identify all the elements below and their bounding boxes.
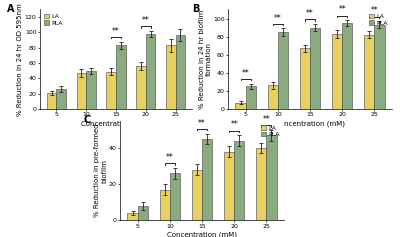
Bar [56,89,66,109]
Text: **: ** [274,14,282,23]
Bar [47,93,56,109]
Text: **: ** [142,16,150,25]
Bar [170,173,180,220]
Bar [192,170,202,220]
Bar [77,73,86,109]
Bar [300,48,310,109]
Bar [224,152,234,220]
Bar [86,71,96,109]
Text: A: A [6,4,14,14]
Bar [146,34,155,109]
Bar [278,32,288,109]
Text: **: ** [230,120,238,129]
Bar [342,23,352,109]
Bar [236,103,246,109]
Text: **: ** [370,6,378,15]
Text: **: ** [338,5,346,14]
X-axis label: Concentration (mM): Concentration (mM) [81,120,151,127]
Y-axis label: % Reduction in 24 hr OD 595nm: % Reduction in 24 hr OD 595nm [17,3,23,116]
X-axis label: Concentration (mM): Concentration (mM) [275,120,345,127]
Bar [234,141,244,220]
Bar [266,135,276,220]
Bar [128,213,138,220]
Bar [268,86,278,109]
Legend: LA, PLA: LA, PLA [368,13,389,27]
Bar [364,35,374,109]
Text: B: B [192,4,199,14]
Text: **: ** [112,27,120,36]
Legend: LA, PLA: LA, PLA [260,124,281,138]
Bar [256,148,266,220]
Bar [332,34,342,109]
Legend: LA, PLA: LA, PLA [43,13,64,27]
Y-axis label: % Reduction in pre-formed
biofilm: % Reduction in pre-formed biofilm [94,124,107,217]
Bar [116,46,126,109]
Text: **: ** [306,9,314,18]
Bar [202,139,212,220]
Text: C: C [84,115,91,125]
X-axis label: Concentration (mM): Concentration (mM) [167,232,237,237]
Text: **: ** [198,118,206,128]
Y-axis label: % Reduction in 24 hr biofilm
formation: % Reduction in 24 hr biofilm formation [198,10,212,109]
Bar [138,206,148,220]
Bar [136,66,146,109]
Bar [106,72,116,109]
Bar [176,35,185,109]
Bar [166,46,176,109]
Text: **: ** [166,153,174,162]
Bar [160,190,170,220]
Bar [310,27,320,109]
Bar [374,25,384,109]
Text: **: ** [242,69,250,78]
Bar [246,87,256,109]
Text: **: ** [262,115,270,124]
